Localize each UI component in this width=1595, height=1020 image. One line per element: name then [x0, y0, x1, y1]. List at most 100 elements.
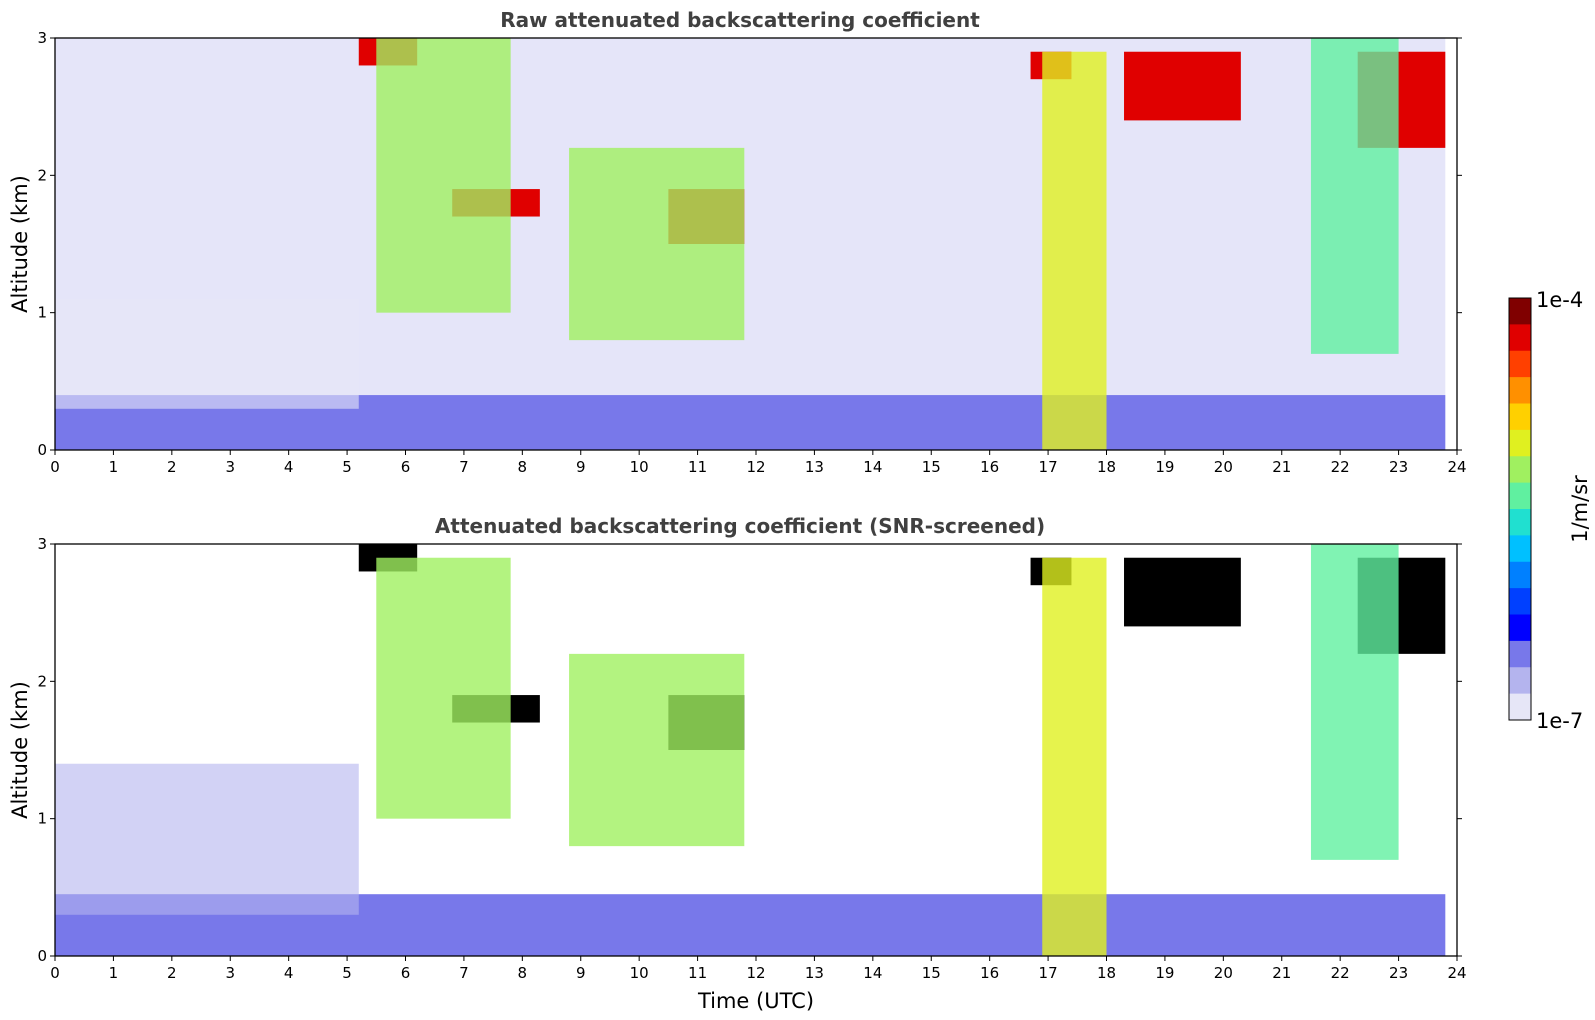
colorbar-step — [1509, 403, 1531, 431]
y-tick-label: 0 — [37, 441, 47, 459]
top-plot-area — [55, 38, 1446, 450]
x-tick-label: 0 — [50, 458, 60, 476]
x-tick-label: 13 — [805, 458, 824, 476]
x-tick-label: 16 — [980, 964, 999, 982]
colorbar-step — [1509, 561, 1531, 589]
colorbar-step — [1509, 640, 1531, 668]
x-tick-label: 5 — [342, 458, 352, 476]
x-tick-label: 11 — [688, 458, 707, 476]
colorbar-step — [1509, 429, 1531, 457]
x-tick-label: 22 — [1331, 964, 1350, 982]
colorbar-step — [1509, 693, 1531, 721]
heatmap-virga-region — [1310, 38, 1399, 354]
x-tick-label: 12 — [746, 458, 765, 476]
heatmap-cloud-region — [1124, 557, 1241, 627]
x-tick-label: 22 — [1331, 458, 1350, 476]
x-tick-label: 15 — [922, 964, 941, 982]
heatmap-virga-region — [569, 653, 745, 847]
x-tick-label: 8 — [518, 964, 528, 982]
x-tick-label: 17 — [1039, 964, 1058, 982]
bottom-plot-area — [55, 544, 1446, 956]
colorbar-step — [1509, 482, 1531, 510]
x-tick-label: 23 — [1389, 458, 1408, 476]
x-tick-label: 19 — [1155, 964, 1174, 982]
colorbar-step — [1509, 509, 1531, 536]
colorbar-frame — [1508, 297, 1532, 721]
x-tick-label: 18 — [1097, 964, 1116, 982]
top-y-axis-label: Altitude (km) — [8, 175, 32, 313]
x-tick-label: 4 — [284, 964, 294, 982]
x-tick-label: 3 — [225, 964, 235, 982]
x-tick-label: 24 — [1447, 964, 1466, 982]
colorbar-steps — [1509, 298, 1531, 721]
bottom-y-axis-label: Altitude (km) — [8, 681, 32, 819]
x-tick-label: 19 — [1155, 458, 1174, 476]
y-tick-label: 2 — [37, 672, 47, 690]
x-tick-label: 20 — [1214, 964, 1233, 982]
heatmap-aerosol-region — [55, 763, 359, 915]
x-tick-label: 10 — [630, 964, 649, 982]
x-tick-label: 24 — [1447, 458, 1466, 476]
x-tick-label: 20 — [1214, 458, 1233, 476]
x-tick-label: 3 — [225, 458, 235, 476]
x-tick-label: 11 — [688, 964, 707, 982]
x-tick-label: 6 — [401, 964, 411, 982]
colorbar-step — [1509, 535, 1531, 563]
top-axis-ticks: 0 1 2 3 4 5 6 7 8 9 10 11 12 13 14 15 16 17 18 19 20 21 22 23 24… — [37, 29, 1466, 476]
x-tick-label: 16 — [980, 458, 999, 476]
x-tick-label: 13 — [805, 964, 824, 982]
heatmap-aerosol-region — [55, 298, 359, 409]
x-tick-label: 7 — [459, 964, 469, 982]
y-tick-label: 3 — [37, 29, 47, 47]
colorbar-step — [1509, 667, 1531, 695]
x-tick-label: 2 — [167, 458, 177, 476]
x-tick-label: 8 — [518, 458, 528, 476]
x-tick-label: 18 — [1097, 458, 1116, 476]
heatmap-virga-region — [376, 38, 511, 313]
bottom-chart-title: Attenuated backscattering coefficient (S… — [435, 514, 1045, 538]
colorbar-step — [1509, 350, 1531, 378]
x-tick-label: 14 — [863, 964, 882, 982]
colorbar: 1e-4 1e-7 1/m/sr — [1508, 288, 1592, 733]
colorbar-step — [1509, 298, 1531, 325]
x-tick-label: 17 — [1039, 458, 1058, 476]
x-tick-label: 23 — [1389, 964, 1408, 982]
heatmap-virga-region — [1042, 557, 1107, 956]
y-tick-label: 1 — [37, 810, 47, 828]
colorbar-step — [1509, 324, 1531, 352]
x-tick-label: 21 — [1272, 458, 1291, 476]
heatmap-cloud-region — [1124, 51, 1241, 121]
colorbar-step — [1509, 377, 1531, 404]
x-tick-label: 0 — [50, 964, 60, 982]
x-tick-label: 7 — [459, 458, 469, 476]
y-tick-label: 1 — [37, 304, 47, 322]
x-tick-label: 12 — [746, 964, 765, 982]
bottom-x-axis-label: Time (UTC) — [697, 989, 814, 1013]
x-tick-label: 14 — [863, 458, 882, 476]
colorbar-step — [1509, 456, 1531, 484]
heatmap-virga-region — [1042, 51, 1107, 450]
colorbar-step — [1509, 588, 1531, 615]
x-tick-label: 9 — [576, 964, 586, 982]
x-tick-label: 15 — [922, 458, 941, 476]
x-tick-label: 4 — [284, 458, 294, 476]
bottom-panel: Attenuated backscattering coefficient (S… — [8, 514, 1467, 1013]
x-tick-label: 1 — [109, 458, 119, 476]
x-tick-label: 9 — [576, 458, 586, 476]
x-tick-label: 6 — [401, 458, 411, 476]
x-tick-label: 21 — [1272, 964, 1291, 982]
heatmap-virga-region — [376, 557, 511, 819]
bottom-axis-ticks: 0 1 2 3 4 5 6 7 8 9 10 11 12 13 14 15 16 17 18 19 20 21 22 23 24… — [37, 535, 1466, 982]
colorbar-min-label: 1e-7 — [1536, 709, 1583, 733]
y-tick-label: 0 — [37, 947, 47, 965]
colorbar-unit-label: 1/m/sr — [1568, 475, 1592, 543]
top-chart-title: Raw attenuated backscattering coefficien… — [500, 8, 980, 32]
x-tick-label: 2 — [167, 964, 177, 982]
y-tick-label: 3 — [37, 535, 47, 553]
x-tick-label: 1 — [109, 964, 119, 982]
colorbar-step — [1509, 614, 1531, 642]
x-tick-label: 10 — [630, 458, 649, 476]
top-panel: Raw attenuated backscattering coefficien… — [8, 8, 1467, 476]
heatmap-virga-region — [1310, 544, 1399, 860]
